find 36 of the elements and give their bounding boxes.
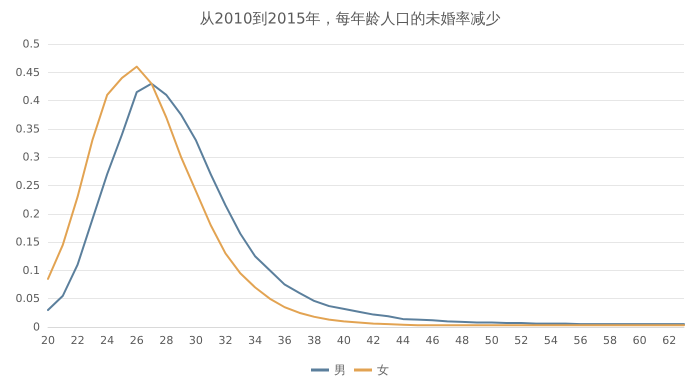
x-tick-label: 24 <box>100 334 114 347</box>
y-tick-label: 0.3 <box>22 150 40 164</box>
x-tick-label: 42 <box>366 334 380 347</box>
legend-label: 男 <box>334 363 346 377</box>
x-tick-label: 32 <box>218 334 232 347</box>
y-tick-label: 0.45 <box>16 66 40 79</box>
x-tick-label: 30 <box>188 334 203 347</box>
x-tick-label: 62 <box>662 334 676 347</box>
x-tick-label: 54 <box>544 334 558 347</box>
x-tick-label: 26 <box>130 334 144 347</box>
x-tick-label: 34 <box>248 334 262 347</box>
x-tick-label: 22 <box>70 334 85 347</box>
x-tick-label: 44 <box>396 334 410 347</box>
y-tick-label: 0.15 <box>16 236 40 249</box>
x-tick-label: 20 <box>41 334 55 347</box>
x-tick-label: 36 <box>278 334 292 347</box>
legend-label: 女 <box>377 363 389 377</box>
y-tick-label: 0.4 <box>22 94 40 108</box>
x-tick-label: 52 <box>514 334 528 347</box>
x-tick-label: 50 <box>484 334 499 347</box>
y-tick-label: 0.35 <box>16 122 40 136</box>
x-tick-label: 60 <box>632 334 647 347</box>
y-tick-label: 0.2 <box>22 207 40 220</box>
x-tick-label: 58 <box>603 334 618 347</box>
x-tick-label: 28 <box>159 334 174 347</box>
y-tick-label: 0 <box>33 320 40 334</box>
x-tick-label: 46 <box>426 334 440 347</box>
x-tick-label: 40 <box>336 334 351 347</box>
x-tick-label: 56 <box>573 334 588 347</box>
y-tick-label: 0.1 <box>22 264 40 277</box>
y-tick-label: 0.25 <box>16 179 40 192</box>
y-tick-label: 0.5 <box>22 38 40 50</box>
x-tick-label: 38 <box>307 334 322 347</box>
x-tick-label: 48 <box>455 334 470 347</box>
chart-title: 从2010到2015年，每年龄人口的未婚率减少 <box>199 10 501 28</box>
y-tick-label: 0.05 <box>16 292 40 306</box>
